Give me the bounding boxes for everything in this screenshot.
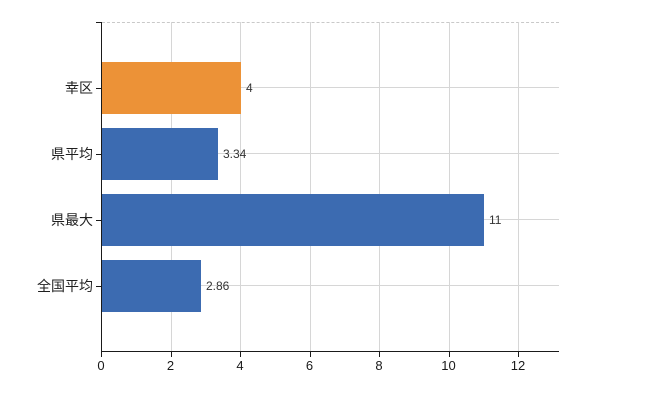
x-axis-tick [518,352,519,357]
y-axis-tick [96,220,101,221]
x-axis-tick-label: 6 [305,358,314,373]
gridline-vertical [518,22,519,351]
x-axis-tick [240,352,241,357]
category-label: 県最大 [51,212,93,228]
gridline-horizontal [102,87,559,88]
gridline-vertical [379,22,380,351]
category-label: 全国平均 [37,278,93,294]
gridline-vertical [240,22,241,351]
bar-value-label: 11 [489,213,502,227]
gridline-horizontal [102,153,559,154]
bar-2 [102,128,218,180]
y-axis-tick [96,22,101,23]
bar-3 [102,194,484,246]
gridline-vertical [309,22,311,351]
bar-value-label: 4 [246,81,253,95]
gridline-vertical [170,22,172,351]
category-label: 幸区 [65,80,93,96]
x-axis-tick-label: 12 [510,358,526,373]
bar-value-label: 3.34 [223,147,247,161]
x-axis-tick [101,352,102,357]
y-axis-tick [96,154,101,155]
bar-1 [102,62,241,114]
plot-top-border [102,22,559,23]
x-axis-tick-label: 2 [166,358,175,373]
bar-4 [102,260,201,312]
x-axis-tick-label: 8 [375,358,383,373]
gridline-horizontal [102,285,559,286]
x-axis-tick-label: 4 [236,358,244,373]
y-axis-tick [96,286,101,287]
x-axis-tick-label: 10 [441,358,456,373]
x-axis-tick [379,352,380,357]
category-label: 県平均 [51,146,93,162]
gridline-vertical [448,22,450,351]
x-axis-tick-label: 0 [97,358,105,373]
y-axis-tick [96,88,101,89]
x-axis-tick [170,352,172,357]
bar-value-label: 2.86 [206,279,230,293]
plot-area: 4 3.34 11 2.86 [101,22,559,352]
x-axis-tick [448,352,450,357]
x-axis-tick [309,352,311,357]
